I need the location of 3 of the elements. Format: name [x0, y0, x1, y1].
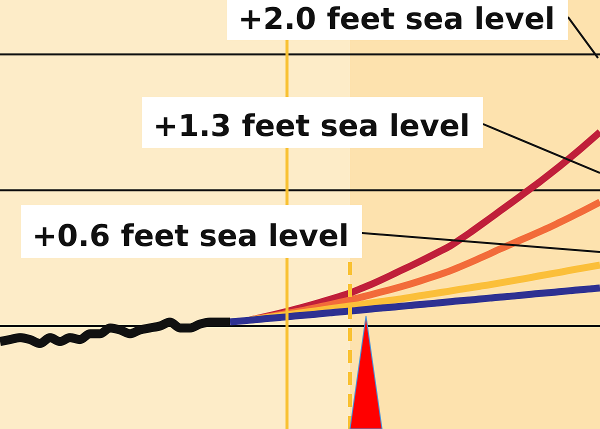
text: +2.0 feet sea level — [238, 2, 555, 37]
annotation: +0.6 feet sea level — [32, 219, 349, 254]
annotation: +1.3 feet sea level — [153, 109, 470, 144]
